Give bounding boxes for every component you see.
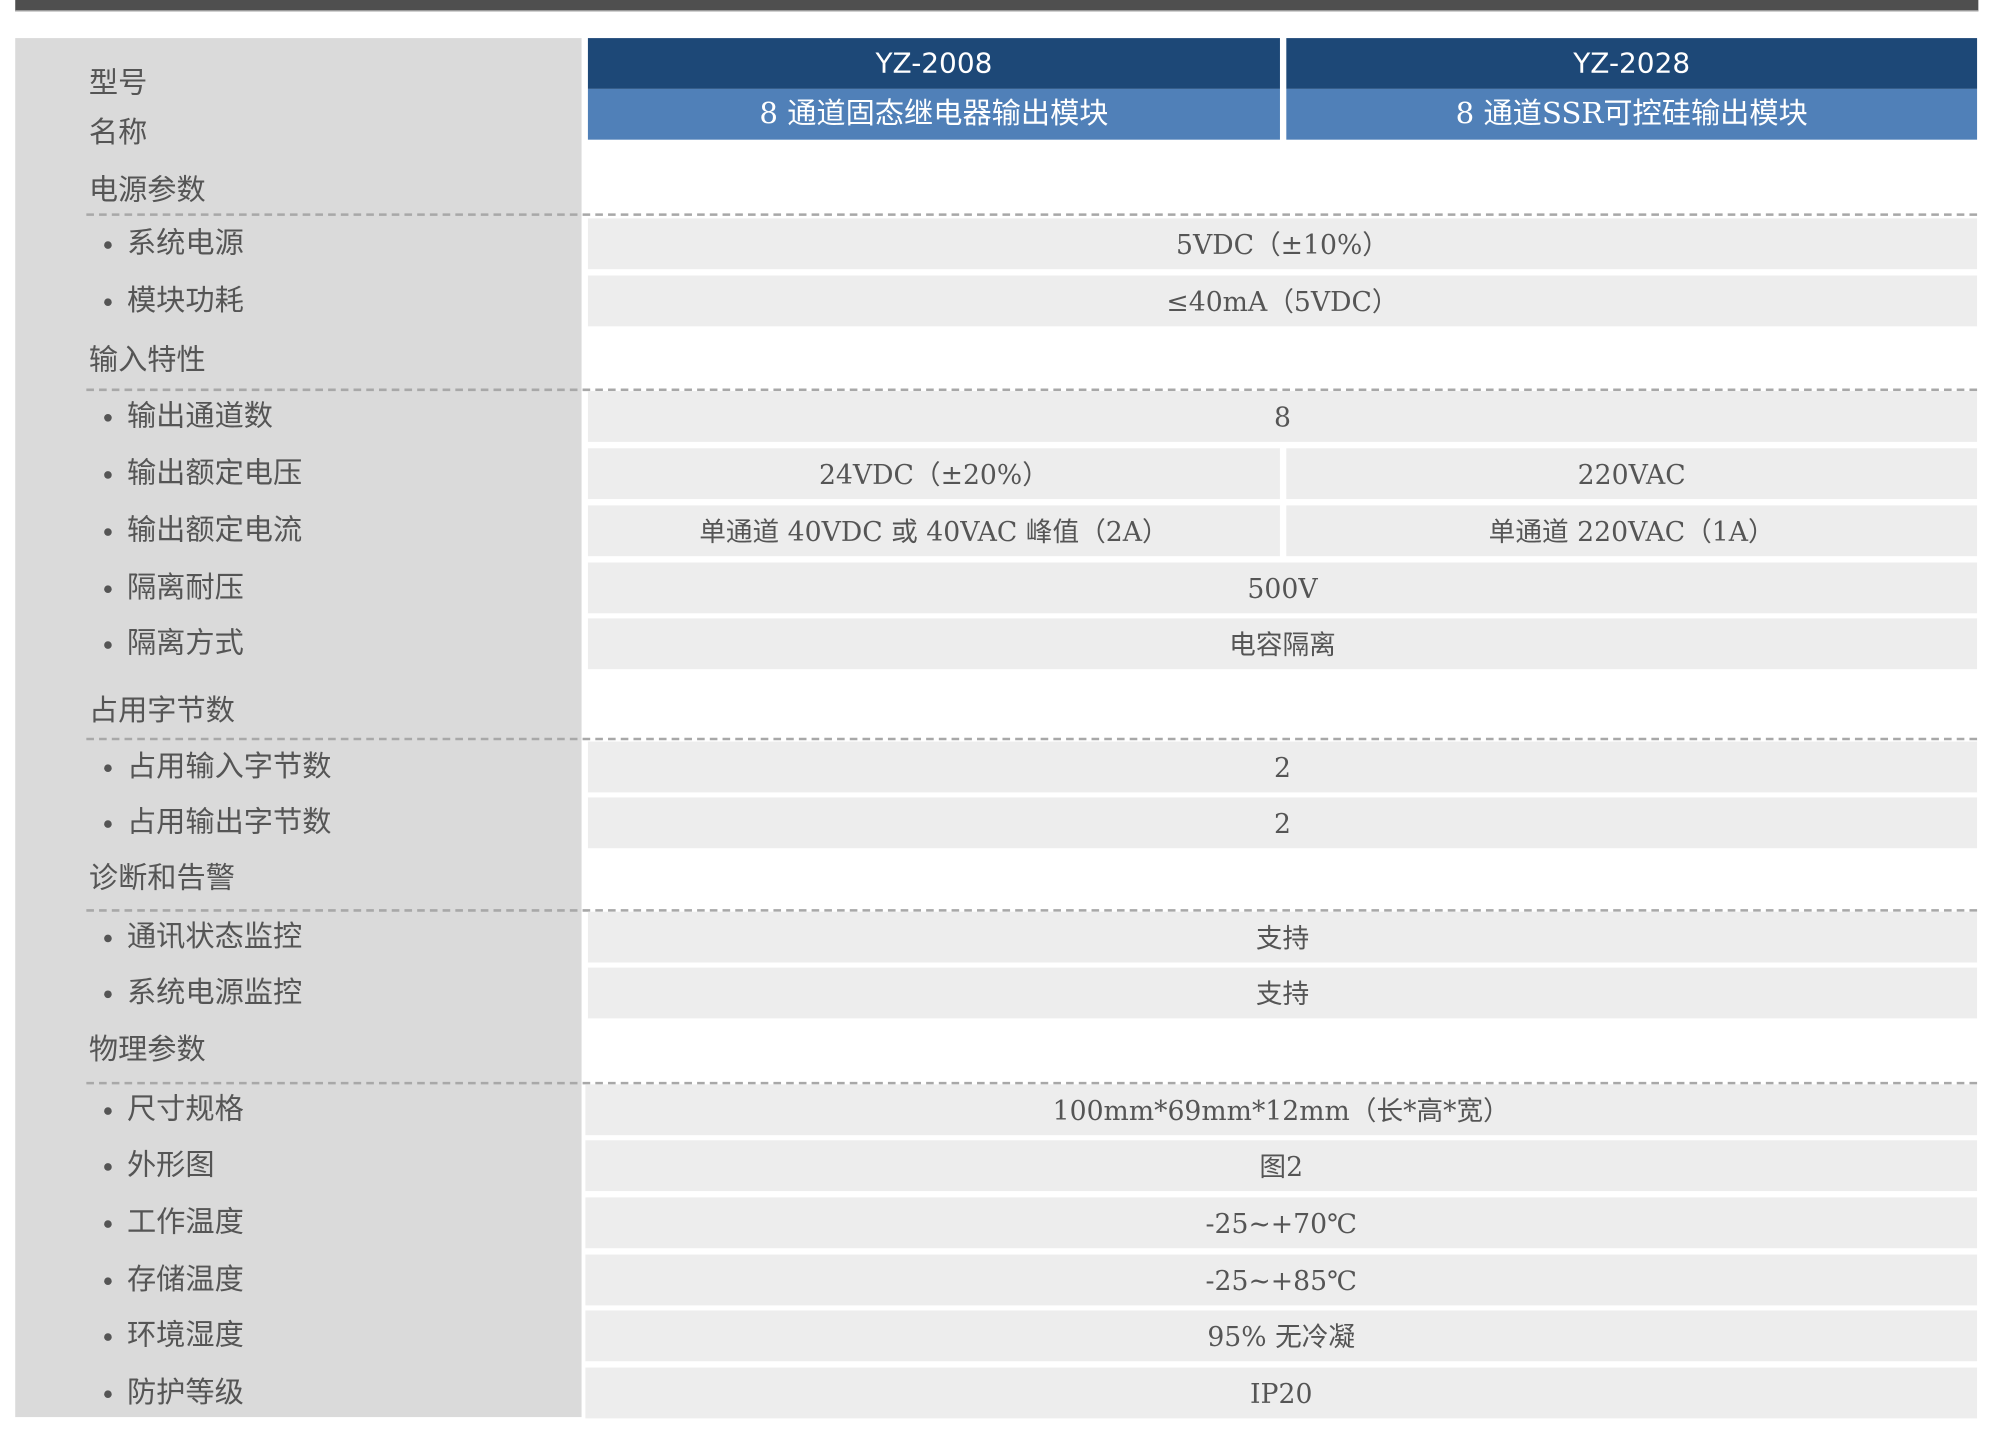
spec-label-text: 工作温度 <box>126 1206 244 1240</box>
spec-row-label: 存储温度 <box>104 1261 244 1299</box>
spec-label-text: 环境湿度 <box>126 1319 244 1353</box>
spec-value-yz2028: 220VAC <box>1286 448 1978 500</box>
section-title: 占用字节数 <box>88 694 235 728</box>
spec-row-label: 隔离方式 <box>104 625 244 663</box>
spec-value-yz2008: 24VDC（±20%） <box>587 448 1280 500</box>
model-label: 型号 <box>88 67 148 101</box>
spec-row-label: 占用输出字节数 <box>104 804 331 842</box>
spec-row-label: 模块功耗 <box>104 282 244 320</box>
spec-row-label: 防护等级 <box>104 1374 244 1412</box>
spec-label-text: 占用输入字节数 <box>126 750 332 784</box>
spec-row-label: 工作温度 <box>104 1204 244 1242</box>
spec-row-label: 外形图 <box>104 1147 215 1185</box>
spec-value: 100mm*69mm*12mm（长*高*宽） <box>585 1084 1978 1136</box>
section-divider <box>86 388 1978 392</box>
spec-row-label: 尺寸规格 <box>104 1091 244 1129</box>
section-divider <box>86 213 1978 216</box>
spec-label-text: 隔离耐压 <box>126 571 244 605</box>
label-column <box>15 38 582 1418</box>
bullet-icon <box>104 820 112 828</box>
bullet-icon <box>104 1107 112 1115</box>
spec-row-label: 系统电源 <box>104 225 244 263</box>
section-title: 输入特性 <box>88 344 206 378</box>
spec-row-label: 系统电源监控 <box>104 974 302 1012</box>
product-model-1: YZ-2008 <box>587 38 1280 89</box>
spec-label-text: 通讯状态监控 <box>126 920 303 954</box>
bullet-icon <box>104 1333 112 1341</box>
bullet-icon <box>104 298 112 307</box>
spec-value: 500V <box>587 562 1978 614</box>
spec-label-text: 系统电源 <box>126 227 244 261</box>
spec-value: 2 <box>587 797 1978 849</box>
name-label: 名称 <box>88 116 148 150</box>
spec-row-label: 隔离耐压 <box>104 569 244 607</box>
product-name-2: 8 通道SSR可控硅输出模块 <box>1286 88 1978 140</box>
spec-row-label: 输出额定电流 <box>104 512 302 550</box>
product-name-1: 8 通道固态继电器输出模块 <box>587 88 1280 140</box>
bullet-icon <box>104 934 112 943</box>
spec-label-text: 外形图 <box>126 1149 215 1183</box>
spec-value: 8 <box>587 391 1978 442</box>
bullet-icon <box>104 471 112 479</box>
product-model-2: YZ-2028 <box>1286 38 1978 89</box>
spec-label-text: 系统电源监控 <box>126 976 303 1010</box>
spec-value: IP20 <box>585 1367 1978 1419</box>
spec-value-yz2008: 单通道 40VDC 或 40VAC 峰值（2A） <box>587 505 1280 557</box>
spec-row-label: 输出通道数 <box>104 397 273 435</box>
section-title: 物理参数 <box>88 1033 206 1067</box>
spec-row-label: 通讯状态监控 <box>104 918 302 956</box>
spec-value: 95% 无冷凝 <box>585 1310 1978 1362</box>
spec-value: 电容隔离 <box>587 618 1978 670</box>
bullet-icon <box>104 585 112 593</box>
spec-value: 支持 <box>587 967 1978 1019</box>
bullet-icon <box>104 1163 112 1171</box>
bullet-icon <box>104 641 112 649</box>
spec-label-text: 输出额定电压 <box>126 457 303 491</box>
spec-row-label: 占用输入字节数 <box>104 748 331 786</box>
bullet-icon <box>104 241 112 249</box>
section-divider <box>86 909 1978 912</box>
spec-row-label: 输出额定电压 <box>104 455 302 493</box>
spec-value: ≤40mA（5VDC） <box>587 275 1978 327</box>
bullet-icon <box>104 1390 112 1399</box>
section-title: 电源参数 <box>88 173 206 207</box>
bullet-icon <box>104 990 112 999</box>
spec-value: 图2 <box>585 1140 1978 1192</box>
spec-value: -25~+85℃ <box>585 1254 1978 1306</box>
spec-row-label: 环境湿度 <box>104 1317 244 1355</box>
spec-label-text: 输出通道数 <box>126 399 274 434</box>
spec-label-text: 输出额定电流 <box>126 514 303 548</box>
spec-label-text: 防护等级 <box>126 1376 244 1410</box>
section-divider <box>86 737 1978 741</box>
bullet-icon <box>104 764 112 773</box>
spec-label-text: 尺寸规格 <box>126 1093 244 1127</box>
spec-value: 2 <box>587 741 1978 793</box>
section-title: 诊断和告警 <box>88 862 235 896</box>
spec-value: 支持 <box>587 911 1978 963</box>
top-bar <box>15 0 1979 12</box>
bullet-icon <box>104 413 112 422</box>
section-divider <box>86 1081 1978 1085</box>
bullet-icon <box>104 1220 112 1228</box>
spec-label-text: 模块功耗 <box>126 284 244 318</box>
bullet-icon <box>104 528 112 536</box>
spec-value-yz2028: 单通道 220VAC（1A） <box>1286 505 1978 557</box>
spec-label-text: 占用输出字节数 <box>126 806 332 840</box>
spec-label-text: 存储温度 <box>126 1263 244 1297</box>
spec-value: -25~+70℃ <box>585 1197 1978 1249</box>
bullet-icon <box>104 1277 112 1286</box>
spec-value: 5VDC（±10%） <box>587 218 1978 270</box>
spec-label-text: 隔离方式 <box>126 627 244 661</box>
